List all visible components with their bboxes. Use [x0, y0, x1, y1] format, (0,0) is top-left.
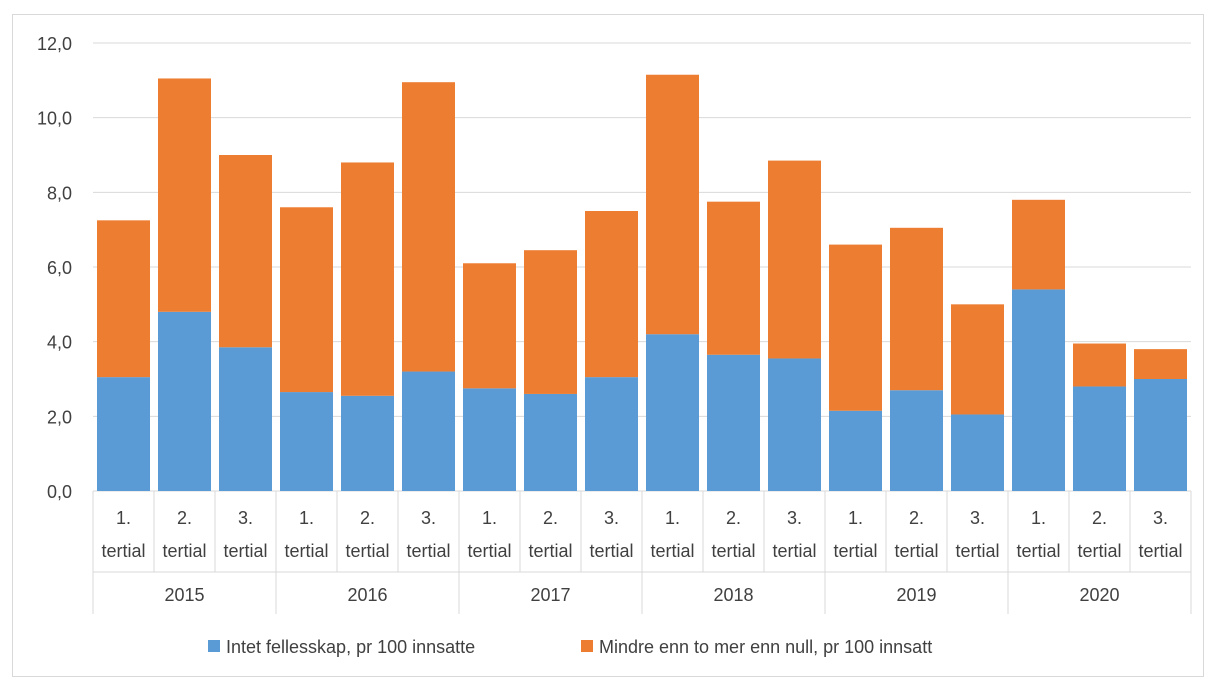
x-tick-label-line2: tertial	[284, 541, 328, 561]
x-group-label: 2016	[347, 585, 387, 605]
y-tick-label: 8,0	[47, 183, 72, 203]
y-tick-label: 2,0	[47, 407, 72, 427]
bars	[97, 74, 1187, 491]
bar-segment	[951, 414, 1004, 491]
bar-segment	[341, 162, 394, 396]
x-tick-label-line2: tertial	[711, 541, 755, 561]
bar-segment	[219, 347, 272, 491]
x-tick-label-line1: 1.	[299, 508, 314, 528]
legend-swatch	[581, 640, 593, 652]
x-tick-label-line1: 1.	[1031, 508, 1046, 528]
bar-segment	[951, 304, 1004, 415]
x-tick-label-line1: 3.	[970, 508, 985, 528]
x-group-label: 2020	[1079, 585, 1119, 605]
x-tick-label-line2: tertial	[1077, 541, 1121, 561]
bar-segment	[707, 201, 760, 355]
bar-segment	[280, 392, 333, 491]
x-tick-label-line1: 2.	[726, 508, 741, 528]
x-tick-label-line1: 3.	[787, 508, 802, 528]
x-tick-label-line1: 2.	[360, 508, 375, 528]
bar-segment	[585, 211, 638, 378]
x-tick-label-line2: tertial	[101, 541, 145, 561]
y-tick-label: 12,0	[37, 34, 72, 54]
x-tick-label-line2: tertial	[406, 541, 450, 561]
bar-segment	[97, 220, 150, 378]
x-tick-label-line1: 2.	[1092, 508, 1107, 528]
x-group-label: 2015	[164, 585, 204, 605]
bar-segment	[646, 334, 699, 491]
bar-segment	[890, 227, 943, 391]
x-tick-label-line2: tertial	[345, 541, 389, 561]
x-tick-label-line1: 1.	[116, 508, 131, 528]
x-group-label: 2017	[530, 585, 570, 605]
legend: Intet fellesskap, pr 100 innsatte Mindre …	[208, 637, 932, 657]
bar-segment	[158, 311, 211, 491]
x-group-label: 2019	[896, 585, 936, 605]
bar-segment	[1134, 349, 1187, 379]
bar-segment	[158, 78, 211, 312]
bar-segment	[768, 358, 821, 491]
x-tick-label-line1: 3.	[1153, 508, 1168, 528]
x-tick-label-line2: tertial	[1016, 541, 1060, 561]
bar-segment	[463, 263, 516, 389]
x-tick-label-line2: tertial	[1138, 541, 1182, 561]
x-tick-label-line1: 2.	[177, 508, 192, 528]
y-tick-label: 10,0	[37, 109, 72, 129]
bar-segment	[890, 390, 943, 491]
x-tick-label-line1: 2.	[543, 508, 558, 528]
bar-segment	[97, 377, 150, 491]
x-tick-label-line2: tertial	[223, 541, 267, 561]
bar-segment	[1073, 343, 1126, 387]
bar-segment	[341, 395, 394, 491]
bar-segment	[829, 410, 882, 491]
bar-segment	[1012, 289, 1065, 491]
x-tick-label-line1: 3.	[604, 508, 619, 528]
x-tick-label-line1: 1.	[848, 508, 863, 528]
legend-label: Mindre enn to mer enn null, pr 100 innsa…	[599, 637, 932, 657]
y-tick-label: 0,0	[47, 482, 72, 502]
bar-segment	[524, 393, 577, 491]
bar-segment	[585, 377, 638, 491]
bar-segment	[524, 250, 577, 394]
x-tick-label-line2: tertial	[772, 541, 816, 561]
chart-frame	[12, 14, 1204, 677]
bar-segment	[1012, 199, 1065, 290]
x-tick-label-line2: tertial	[589, 541, 633, 561]
x-tick-label-line2: tertial	[528, 541, 572, 561]
bar-segment	[646, 74, 699, 335]
bar-segment	[280, 207, 333, 393]
bar-segment	[829, 244, 882, 411]
x-group-label: 2018	[713, 585, 753, 605]
bar-segment	[707, 354, 760, 491]
x-tick-label-line1: 2.	[909, 508, 924, 528]
x-tick-label-line1: 3.	[238, 508, 253, 528]
x-tick-label-line2: tertial	[162, 541, 206, 561]
bar-segment	[402, 371, 455, 491]
legend-swatch	[208, 640, 220, 652]
y-axis-tick-labels: 0,0 2,0 4,0 6,0 8,0 10,0 12,0	[37, 34, 72, 502]
x-tick-label-line1: 1.	[665, 508, 680, 528]
x-tick-label-line1: 3.	[421, 508, 436, 528]
legend-label: Intet fellesskap, pr 100 innsatte	[226, 637, 475, 657]
bar-segment	[1073, 386, 1126, 491]
x-tick-label-line2: tertial	[833, 541, 877, 561]
x-tick-label-line2: tertial	[894, 541, 938, 561]
y-tick-label: 6,0	[47, 258, 72, 278]
x-tick-label-line2: tertial	[467, 541, 511, 561]
bar-segment	[768, 160, 821, 359]
x-tick-label-line2: tertial	[955, 541, 999, 561]
bar-segment	[1134, 379, 1187, 491]
bar-segment	[402, 82, 455, 372]
y-tick-label: 4,0	[47, 333, 72, 353]
bar-segment	[219, 155, 272, 348]
x-tick-label-line2: tertial	[650, 541, 694, 561]
bar-segment	[463, 388, 516, 491]
x-axis: 1. tertial 2. tertial 3. tertial 1. tertial 2. te…	[92, 491, 1192, 614]
x-tick-label-line1: 1.	[482, 508, 497, 528]
